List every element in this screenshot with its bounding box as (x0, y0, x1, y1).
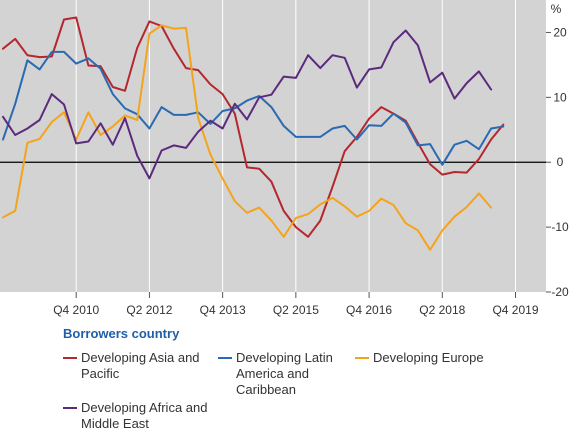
legend-swatch-africa-middle-east (63, 407, 77, 409)
y-tick-label: 0 (557, 155, 564, 169)
x-tick-label: Q4 2016 (346, 303, 392, 317)
series-line-developing-latin-america-and-caribbean (2, 50, 505, 166)
legend-swatch-asia-pacific (63, 357, 77, 359)
legend-item-europe: Developing Europe (355, 350, 515, 366)
legend-title: Borrowers country (63, 326, 180, 341)
series-line-developing-asia-and-pacific (2, 16, 505, 238)
legend-item-asia-pacific: Developing Asia and Pacific (63, 350, 213, 382)
legend-label-africa-middle-east: Developing Africa and Middle East (81, 400, 208, 431)
series-line-developing-europe (2, 24, 493, 251)
y-axis-ticks (546, 31, 551, 293)
y-tick-label: 10 (553, 90, 567, 104)
x-axis-ticks (75, 292, 516, 298)
x-tick-label: Q2 2012 (126, 303, 172, 317)
series-lines (2, 16, 505, 251)
legend-swatch-latin-america (218, 357, 232, 359)
legend-item-africa-middle-east: Developing Africa and Middle East (63, 400, 223, 432)
y-axis-labels: 20 10 0 -10 -20 (551, 25, 569, 299)
x-tick-label: Q4 2019 (492, 303, 538, 317)
x-tick-label: Q4 2010 (53, 303, 99, 317)
legend-label-europe: Developing Europe (373, 350, 484, 365)
y-tick-label: 20 (553, 25, 567, 39)
plot-background (0, 0, 546, 292)
x-axis-labels: Q4 2010 Q2 2012 Q4 2013 Q2 2015 Q4 2016 Q2 20… (53, 303, 539, 317)
x-tick-label: Q2 2015 (273, 303, 319, 317)
legend-label-asia-pacific: Developing Asia and Pacific (81, 350, 200, 381)
legend-item-latin-america: Developing Latin America and Caribbean (218, 350, 348, 398)
legend-swatch-europe (355, 357, 369, 359)
legend-label-latin-america: Developing Latin America and Caribbean (236, 350, 333, 397)
series-line-developing-africa-and-middle-east (2, 29, 493, 180)
vertical-gridlines (75, 0, 516, 292)
y-unit-label: % (551, 2, 562, 16)
x-tick-label: Q4 2013 (200, 303, 246, 317)
x-tick-label: Q2 2018 (419, 303, 465, 317)
y-tick-label: -20 (551, 285, 569, 299)
y-tick-label: -10 (551, 220, 569, 234)
